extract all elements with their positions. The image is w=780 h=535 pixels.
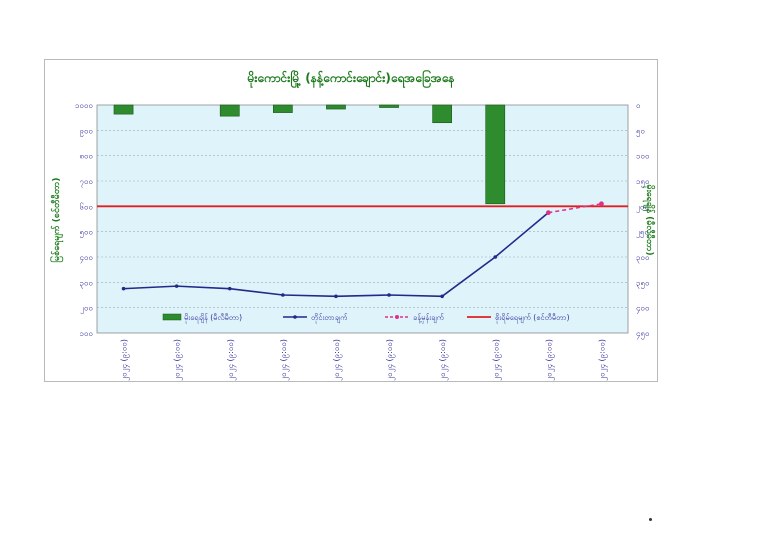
observed-point bbox=[174, 284, 179, 288]
right-tick-label: ၅၀ bbox=[636, 126, 645, 137]
right-tick-label: ၃၅၀ bbox=[636, 278, 650, 289]
right-tick-label: ၂၅၀ bbox=[636, 228, 649, 239]
chart-title: မိုးကောင်းမြို့ (နန့်ကောင်းချောင်း)ရေအခြ… bbox=[247, 71, 455, 85]
forecast-point bbox=[599, 201, 604, 207]
x-tick-label: ၂-၇-၂၀၂၄ (၉:၀၀) bbox=[491, 339, 502, 381]
chart-frame: မိုးကောင်းမြို့ (နန့်ကောင်းချောင်း)ရေအခြ… bbox=[44, 59, 658, 382]
legend-label-danger: စိုးရိမ်ရေမျက် (စင်တီမီတာ) bbox=[495, 313, 570, 323]
rainfall-bar bbox=[272, 104, 293, 113]
observed-point bbox=[281, 293, 285, 297]
rainfall-bar bbox=[113, 104, 134, 115]
rainfall-bar bbox=[379, 104, 399, 108]
observed-point bbox=[493, 255, 498, 259]
left-tick-label: ၈၀၀ bbox=[79, 152, 93, 161]
x-tick-label: ၃-၇-၂၀၂၄ (၉:၀၀) bbox=[544, 339, 555, 381]
x-tick-label: ၂၉-၆-၂၀၂၄ (၉:၀၀) bbox=[331, 339, 343, 381]
forecast-level-series bbox=[545, 201, 604, 216]
rainfall-bar bbox=[326, 104, 346, 110]
right-tick-label: ၁၀၀ bbox=[636, 152, 650, 161]
x-tick-label: ၁-၇-၂၀၂၄ (၉:၀၀) bbox=[438, 339, 449, 381]
legend-label-observed: တိုင်းတာချက် bbox=[311, 313, 348, 323]
rainfall-bar bbox=[485, 104, 506, 205]
observed-point bbox=[121, 286, 126, 291]
x-tick-label: ၄-၇-၂၀၂၄ (၉:၀၀) bbox=[597, 339, 608, 381]
left-tick-label: ၇၀၀ bbox=[80, 177, 94, 188]
legend-label-rainfall: မိုးရေချိန် (မီလီမီတာ) bbox=[184, 313, 242, 323]
left-tick-label: ၁၀၀၀ bbox=[75, 101, 93, 110]
right-tick-label: ၄၅၀ bbox=[636, 329, 650, 340]
observed-point bbox=[440, 294, 444, 299]
right-tick-label: ၄၀၀ bbox=[636, 304, 650, 315]
legend-marker-observed bbox=[293, 315, 297, 319]
left-tick-label: ၃၀၀ bbox=[80, 278, 94, 289]
x-axis-ticks: ၂၅-၆-၂၀၂၄ (၉:၀၀) ၂၆-၆-၂၀၂၄ (၉:၀၀) ၂၇-၆-၂၀၂… bbox=[119, 339, 609, 381]
left-tick-label: ၁၀၀ bbox=[80, 329, 94, 338]
right-axis-title: မိုးရေချိန် (မီလီမီတာ) bbox=[642, 184, 655, 255]
rainfall-bar bbox=[432, 104, 453, 124]
x-tick-label: ၃၀-၆-၂၀၂၄ (၉:၀၀) bbox=[384, 339, 396, 381]
right-tick-label: ၁၅၀ bbox=[636, 177, 650, 188]
legend: မိုးရေချိန် (မီလီမီတာ) တိုင်းတာချက် ခန့်… bbox=[162, 313, 570, 323]
rainfall-bars bbox=[113, 104, 506, 205]
left-tick-label: ၂၀၀ bbox=[80, 304, 93, 315]
forecast-point bbox=[545, 210, 551, 216]
observed-point bbox=[387, 293, 391, 297]
left-tick-label: ၉၀၀ bbox=[80, 126, 94, 137]
stray-mark bbox=[649, 518, 652, 521]
x-tick-label: ၂၅-၆-၂၀၂၄ (၉:၀၀) bbox=[119, 339, 131, 381]
rainfall-bar bbox=[219, 104, 240, 117]
legend-label-forecast: ခန့်မှန်းချက် bbox=[413, 313, 444, 323]
left-tick-label: ၄၀၀ bbox=[80, 253, 94, 264]
x-tick-label: ၂၇-၆-၂၀၂၄ (၉:၀၀) bbox=[225, 339, 237, 381]
x-tick-label: ၂၆-၆-၂၀၂၄ (၉:၀၀) bbox=[172, 339, 184, 381]
right-tick-label: ၀ bbox=[636, 101, 641, 110]
right-tick-label: ၂၀၀ bbox=[636, 202, 649, 213]
forecast-line bbox=[548, 203, 602, 214]
observed-point bbox=[227, 286, 232, 291]
x-tick-label: ၂၈-၆-၂၀၂၄ (၉:၀၀) bbox=[278, 339, 290, 381]
left-axis-title: မြစ်ရေမျက် (စင်တီမီတာ) bbox=[50, 178, 64, 263]
right-tick-label: ၃၀၀ bbox=[636, 253, 650, 264]
plot-area bbox=[96, 104, 629, 334]
legend-marker-forecast bbox=[395, 315, 399, 319]
left-tick-label: ၅၀၀ bbox=[80, 228, 94, 239]
observed-point bbox=[334, 294, 338, 299]
legend-swatch-rainfall bbox=[162, 313, 182, 321]
left-tick-label: ၆၀၀ bbox=[80, 201, 94, 211]
